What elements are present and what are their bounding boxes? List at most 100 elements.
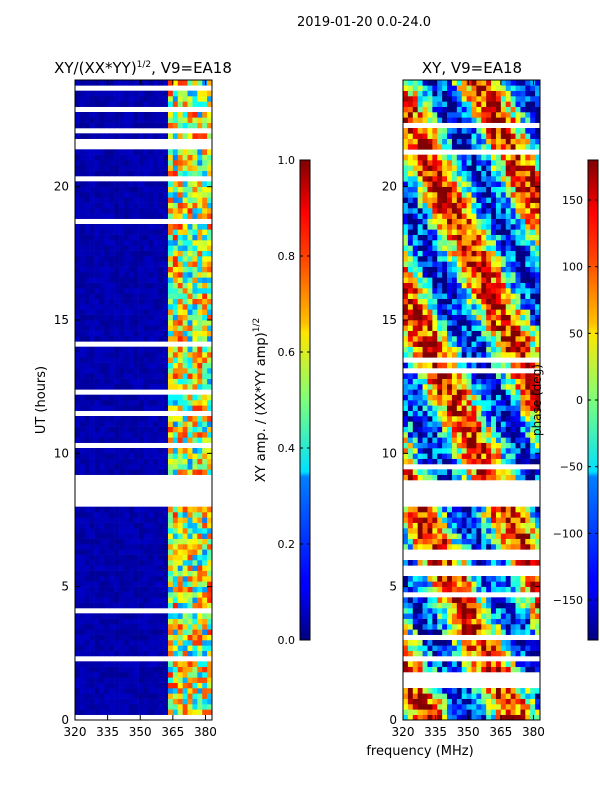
heatmap-cell — [442, 640, 448, 646]
heatmap-cell — [114, 160, 120, 166]
heatmap-cell — [525, 650, 531, 657]
heatmap-cell — [515, 544, 521, 550]
heatmap-cell — [133, 437, 139, 443]
heatmap-cell — [128, 352, 135, 358]
heatmap-cell — [163, 634, 169, 641]
heatmap-cell — [197, 240, 203, 246]
heatmap-cell — [407, 224, 414, 230]
heatmap-cell — [422, 602, 428, 609]
heatmap-cell — [207, 698, 213, 705]
heatmap-cell — [75, 170, 81, 177]
heatmap-cell — [192, 666, 198, 673]
heatmap-cell — [202, 325, 208, 331]
heatmap-cell — [481, 288, 487, 294]
heatmap-cell — [114, 197, 120, 203]
heatmap-cell — [442, 517, 448, 523]
heatmap-cell — [89, 117, 95, 123]
heatmap-cell — [520, 330, 526, 337]
heatmap-cell — [119, 224, 125, 230]
heatmap-cell — [447, 661, 453, 667]
heatmap-cell — [422, 309, 428, 315]
heatmap-cell — [403, 314, 409, 321]
heatmap-cell — [148, 592, 154, 598]
heatmap-cell — [89, 202, 95, 209]
heatmap-cell — [167, 293, 174, 299]
heatmap-cell — [99, 320, 105, 326]
heatmap-cell — [143, 432, 149, 438]
heatmap-cell — [417, 474, 423, 481]
heatmap-cell — [109, 266, 115, 273]
heatmap-cell — [481, 453, 487, 459]
heatmap-cell — [75, 448, 81, 454]
heatmap-cell — [500, 624, 507, 630]
heatmap-cell — [407, 405, 414, 411]
heatmap-cell — [167, 336, 174, 342]
heatmap-cell — [172, 666, 179, 673]
heatmap-cell — [412, 346, 418, 353]
heatmap-cell — [172, 293, 179, 299]
heatmap-cell — [500, 544, 507, 550]
heatmap-cell — [104, 544, 110, 550]
heatmap-cell — [461, 234, 467, 241]
heatmap-cell — [79, 112, 86, 118]
heatmap-cell — [432, 613, 438, 619]
heatmap-cell — [109, 538, 115, 545]
heatmap-cell — [123, 160, 130, 166]
heatmap-cell — [535, 320, 541, 326]
heatmap-cell — [422, 410, 428, 417]
heatmap-cell — [75, 469, 81, 475]
heatmap-cell — [114, 101, 120, 107]
heatmap-cell — [412, 304, 418, 310]
heatmap-cell — [407, 309, 414, 315]
heatmap-cell — [182, 570, 188, 577]
heatmap-cell — [530, 272, 536, 278]
heatmap-cell — [84, 618, 90, 625]
heatmap-cell — [520, 266, 526, 273]
heatmap-cell — [133, 533, 139, 539]
heatmap-cell — [79, 581, 86, 587]
heatmap-cell — [75, 586, 81, 593]
heatmap-cell — [403, 218, 409, 225]
heatmap-cell — [167, 234, 174, 241]
heatmap-cell — [182, 240, 188, 246]
heatmap-cell — [403, 336, 409, 342]
heatmap-cell — [99, 330, 105, 337]
heatmap-cell — [422, 661, 428, 667]
heatmap-cell — [197, 624, 203, 630]
heatmap-cell — [187, 378, 193, 385]
heatmap-cell — [520, 709, 526, 715]
heatmap-cell — [451, 688, 458, 694]
heatmap-cell — [79, 277, 86, 283]
heatmap-cell — [172, 256, 179, 262]
heatmap-cell — [123, 314, 130, 321]
heatmap-cell — [123, 96, 130, 102]
heatmap-cell — [197, 80, 203, 86]
heatmap-cell — [182, 672, 188, 678]
heatmap-cell — [207, 693, 213, 699]
heatmap-cell — [109, 154, 115, 161]
heatmap-cell — [461, 421, 467, 427]
heatmap-cell — [412, 528, 418, 534]
heatmap-cell — [520, 528, 526, 534]
heatmap-cell — [451, 576, 458, 582]
heatmap-cell — [500, 709, 507, 715]
heatmap-cell — [75, 645, 81, 651]
heatmap-cell — [75, 346, 81, 353]
heatmap-cell — [495, 629, 502, 635]
heatmap-cell — [148, 538, 154, 545]
heatmap-cell — [177, 544, 183, 550]
heatmap-cell — [128, 709, 135, 715]
heatmap-cell — [172, 133, 179, 139]
heatmap-cell — [128, 272, 135, 278]
heatmap-cell — [500, 661, 507, 667]
heatmap-cell — [138, 650, 144, 657]
heatmap-cell — [163, 80, 169, 86]
heatmap-cell — [456, 602, 463, 609]
heatmap-cell — [158, 549, 164, 555]
heatmap-cell — [510, 613, 516, 619]
heatmap-cell — [520, 373, 526, 379]
heatmap-cell — [187, 117, 193, 123]
heatmap-cell — [158, 704, 164, 710]
heatmap-cell — [84, 288, 90, 294]
heatmap-cell — [403, 602, 409, 609]
